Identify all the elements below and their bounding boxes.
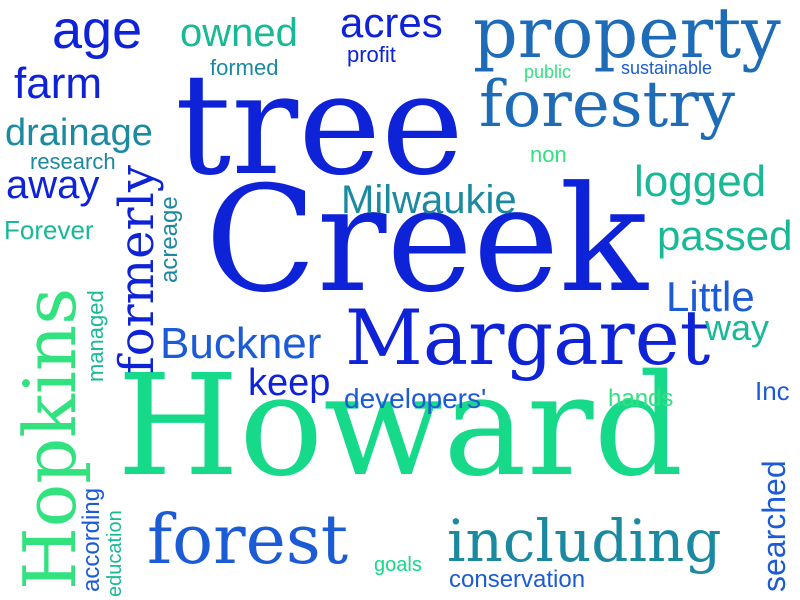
word-away: away: [6, 163, 100, 207]
word-education: education: [104, 510, 126, 597]
word-forestry: forestry: [479, 68, 735, 142]
word-milwaukie: Milwaukie: [341, 178, 517, 222]
word-inc: Inc: [755, 376, 790, 406]
word-creek: Creek: [205, 155, 648, 325]
word-owned: owned: [180, 11, 298, 55]
word-conservation: conservation: [449, 566, 586, 593]
word-including: including: [447, 507, 722, 575]
word-according: according: [78, 487, 105, 592]
word-acreage: acreage: [156, 196, 183, 283]
word-little: Little: [666, 273, 755, 320]
word-howard: Howard: [117, 345, 684, 508]
word-margaret: Margaret: [345, 293, 711, 382]
word-age: age: [52, 0, 143, 60]
word-managed: managed: [83, 290, 108, 382]
word-non: non: [530, 142, 567, 167]
word-forever: Forever: [4, 215, 94, 245]
word-drainage: drainage: [5, 112, 153, 154]
word-public: public: [524, 62, 572, 82]
word-hands: hands: [608, 385, 674, 412]
word-research: research: [30, 149, 116, 174]
word-acres: acres: [340, 0, 443, 46]
word-searched: searched: [756, 460, 792, 592]
word-farm: farm: [14, 59, 102, 108]
word-buckner: Buckner: [160, 319, 322, 368]
word-formed: formed: [210, 55, 279, 80]
word-goals: goals: [374, 554, 422, 576]
word-passed: passed: [657, 212, 793, 259]
word-property: property: [473, 0, 781, 74]
word-logged: logged: [634, 157, 767, 206]
word-developers: developers': [344, 383, 487, 414]
word-profit: profit: [347, 42, 396, 67]
word-sustainable: sustainable: [621, 58, 713, 78]
word-hopkins: Hopkins: [8, 287, 92, 590]
word-formerly: formerly: [109, 165, 165, 374]
word-keep: keep: [248, 362, 331, 404]
word-tree: tree: [175, 44, 464, 207]
word-forest: forest: [147, 501, 349, 580]
word-way: way: [705, 307, 770, 348]
